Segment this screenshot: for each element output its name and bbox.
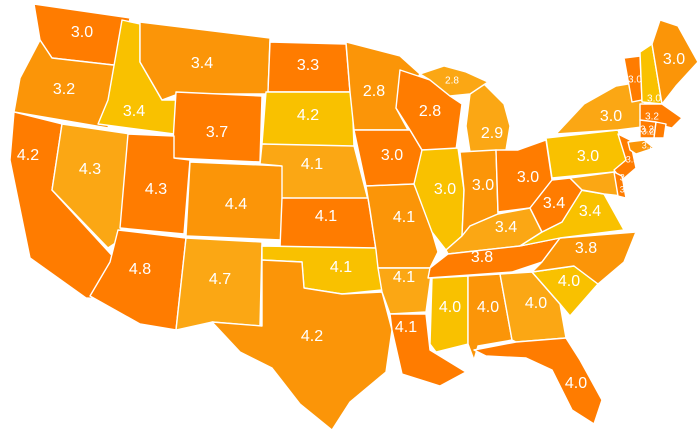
value-label-nj: 3.3 — [626, 154, 639, 164]
value-label-wa: 3.0 — [71, 24, 93, 41]
value-label-pa: 3.0 — [577, 148, 599, 165]
state-mn[interactable] — [345, 41, 421, 131]
value-label-wy: 3.7 — [206, 124, 228, 141]
value-label-or: 3.2 — [53, 81, 75, 98]
state-mi[interactable] — [465, 83, 511, 153]
value-label-nc: 3.8 — [575, 240, 597, 257]
value-labels: 3.0 3.2 4.2 3.4 4.3 3.4 3.7 4.3 4.4 4.8 4.7 3.3 4.2 4… — [17, 24, 685, 392]
state-ut[interactable] — [119, 133, 191, 235]
value-label-mi: 2.9 — [481, 125, 503, 142]
value-label-mn: 2.8 — [363, 83, 385, 100]
value-label-wv: 3.4 — [543, 195, 565, 212]
value-label-in: 3.0 — [472, 177, 494, 194]
value-label-vt: 3.0 — [628, 75, 642, 86]
state-or[interactable] — [13, 39, 123, 129]
value-label-il: 3.0 — [434, 181, 456, 198]
state-la[interactable] — [389, 313, 467, 387]
value-label-sc: 4.0 — [558, 273, 580, 290]
value-label-mt: 3.4 — [191, 55, 213, 72]
value-label-ia: 3.0 — [381, 147, 403, 164]
state-fl[interactable] — [473, 337, 603, 425]
value-label-oh: 3.0 — [517, 169, 539, 186]
value-label-co: 4.4 — [225, 196, 247, 213]
value-label-ga: 4.0 — [525, 295, 547, 312]
state-ar[interactable] — [377, 267, 433, 315]
value-label-sd: 4.2 — [297, 107, 319, 124]
value-label-ok: 4.1 — [330, 259, 352, 276]
value-label-tn: 3.8 — [471, 249, 493, 266]
value-label-me: 3.0 — [663, 51, 685, 68]
value-label-id: 3.4 — [123, 103, 145, 120]
value-label-ut: 4.3 — [145, 181, 167, 198]
value-label-ks: 4.1 — [315, 208, 337, 225]
value-label-de: 3.4 — [620, 184, 633, 194]
value-label-wi: 2.8 — [419, 103, 441, 120]
value-label-ky: 3.4 — [495, 219, 517, 236]
value-label-nd: 3.3 — [297, 57, 319, 74]
value-label-va: 3.4 — [579, 203, 601, 220]
value-label-mo: 4.1 — [393, 209, 415, 226]
value-label-umi: 2.8 — [445, 76, 459, 87]
value-label-nv: 4.3 — [79, 161, 101, 178]
value-label-ri: 3.2 — [642, 126, 655, 136]
state-md[interactable] — [569, 171, 623, 197]
value-label-ny: 3.0 — [600, 108, 622, 125]
state-shapes — [9, 3, 699, 431]
value-label-nh: 3.0 — [647, 94, 661, 105]
state-ri[interactable] — [653, 121, 667, 139]
value-label-ms: 4.0 — [439, 299, 461, 316]
state-nyc[interactable] — [627, 139, 655, 155]
value-label-az: 4.8 — [129, 261, 151, 278]
state-ms[interactable] — [429, 275, 469, 353]
value-label-tx: 4.2 — [301, 328, 323, 345]
value-label-nyc: 3.2 — [642, 140, 655, 150]
state-de[interactable] — [613, 171, 627, 199]
value-label-ar: 4.1 — [393, 269, 415, 286]
value-label-ma: 3.2 — [645, 112, 659, 123]
value-label-nm: 4.7 — [209, 271, 231, 288]
value-label-fl: 4.0 — [565, 375, 587, 392]
value-label-ca: 4.2 — [17, 147, 39, 164]
value-label-ne: 4.1 — [301, 156, 323, 173]
value-label-md: 3.4 — [620, 172, 633, 182]
value-label-la: 4.1 — [395, 319, 417, 336]
state-umi[interactable] — [419, 65, 489, 97]
value-label-ct: 3.2 — [640, 125, 654, 136]
value-label-al: 4.0 — [477, 299, 499, 316]
state-tx[interactable] — [211, 259, 393, 431]
